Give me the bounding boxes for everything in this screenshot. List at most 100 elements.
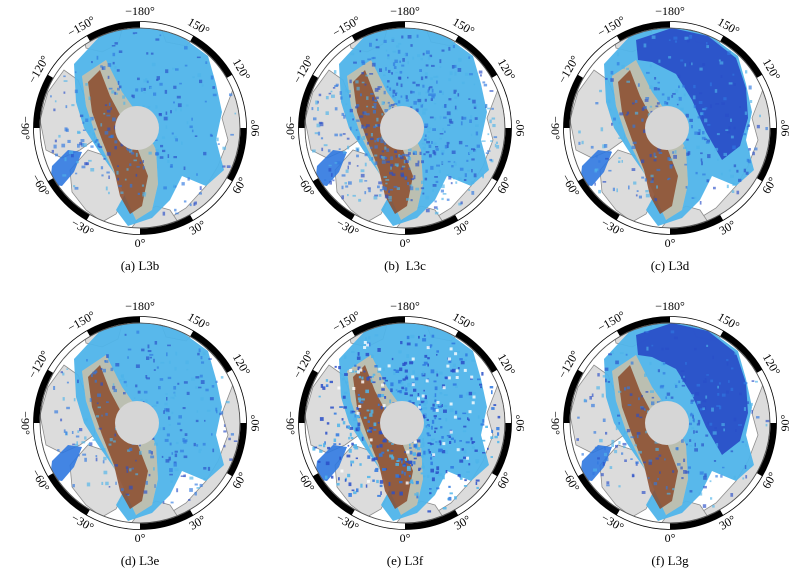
ice-speckle [126,146,129,150]
ice-speckle [494,143,497,148]
ice-speckle [673,336,678,340]
ice-speckle [413,388,417,392]
ice-speckle [140,398,143,403]
ice-speckle [177,382,180,385]
ice-speckle [678,85,680,89]
ice-speckle [617,414,620,417]
ice-speckle [357,393,360,397]
ice-speckle [473,173,477,178]
ice-speckle [439,133,444,135]
ice-speckle [765,419,770,423]
ice-speckle [131,94,134,98]
ice-speckle [591,403,595,408]
ice-speckle [730,174,734,178]
ice-speckle [410,334,415,339]
longitude-label: −90° [18,116,32,140]
ice-speckle [361,60,365,64]
ice-speckle [95,139,99,142]
ice-speckle [399,481,403,484]
ice-speckle [348,493,352,497]
ice-speckle [497,415,501,419]
ice-speckle [402,58,405,62]
ice-speckle [196,487,200,489]
ice-speckle [223,424,226,427]
ice-speckle [668,56,672,59]
ice-speckle [331,173,333,177]
ice-speckle [745,70,748,74]
ice-speckle [703,475,707,480]
ice-speckle [108,87,113,90]
ice-speckle [430,456,433,460]
ice-speckle [602,181,607,183]
ice-speckle [376,138,380,142]
ice-speckle [413,100,417,105]
ice-speckle [733,83,736,86]
ice-speckle [202,351,206,356]
ice-speckle [425,50,430,55]
ice-speckle [122,378,125,380]
ice-speckle [596,386,600,390]
ice-speckle [365,74,369,77]
ice-speckle [694,131,698,135]
ice-speckle [212,93,217,97]
ice-speckle [77,131,81,134]
ice-speckle [79,428,83,432]
ice-speckle [408,167,411,170]
ice-speckle [616,52,620,57]
ice-speckle [452,363,456,367]
ice-speckle [726,184,729,189]
ice-gap [455,376,459,379]
graticule-frame-segment [492,422,512,477]
ice-speckle [727,131,730,134]
ice-speckle [428,451,431,454]
ice-speckle [424,72,428,77]
ice-speckle [147,344,150,349]
graticule-frame-segment [312,35,355,78]
ice-speckle [200,356,203,360]
ice-speckle [626,429,631,433]
ice-speckle [351,410,356,413]
ice-speckle [418,91,421,96]
ice-speckle [731,367,734,370]
ice-speckle [377,369,381,373]
ice-speckle [693,430,695,434]
ice-speckle [367,58,372,61]
ice-speckle [449,441,452,444]
ice-speckle [691,197,695,199]
ice-speckle [640,406,644,409]
ice-speckle [317,107,319,111]
ice-gap [468,410,472,414]
ice-speckle [168,456,171,461]
ice-speckle [336,483,340,486]
ice-speckle [155,38,160,41]
ice-speckle [489,158,492,161]
ice-speckle [397,49,401,54]
graticule-frame-segment [86,21,141,41]
ice-speckle [348,161,351,165]
ice-speckle [198,450,201,454]
ice-speckle [399,60,401,63]
ice-speckle [372,479,375,482]
ice-speckle [341,195,344,200]
ice-speckle [88,159,92,162]
ice-speckle [720,474,723,478]
ice-speckle [730,387,734,391]
ice-speckle [471,181,475,185]
ice-speckle [618,121,621,125]
ice-speckle [372,110,376,114]
ice-speckle [701,161,703,166]
ice-speckle [635,461,639,464]
ice-speckle [391,443,394,445]
ice-speckle [371,57,374,60]
ice-speckle [487,447,489,450]
ice-speckle [422,111,426,115]
ice-speckle [385,379,388,382]
ice-speckle [103,112,106,115]
ice-speckle [472,392,477,394]
ice-speckle [639,416,643,419]
ice-speckle [331,94,335,98]
ice-speckle [635,194,638,197]
ice-speckle [108,102,111,106]
ice-gap [366,343,370,347]
ice-speckle [490,456,493,458]
